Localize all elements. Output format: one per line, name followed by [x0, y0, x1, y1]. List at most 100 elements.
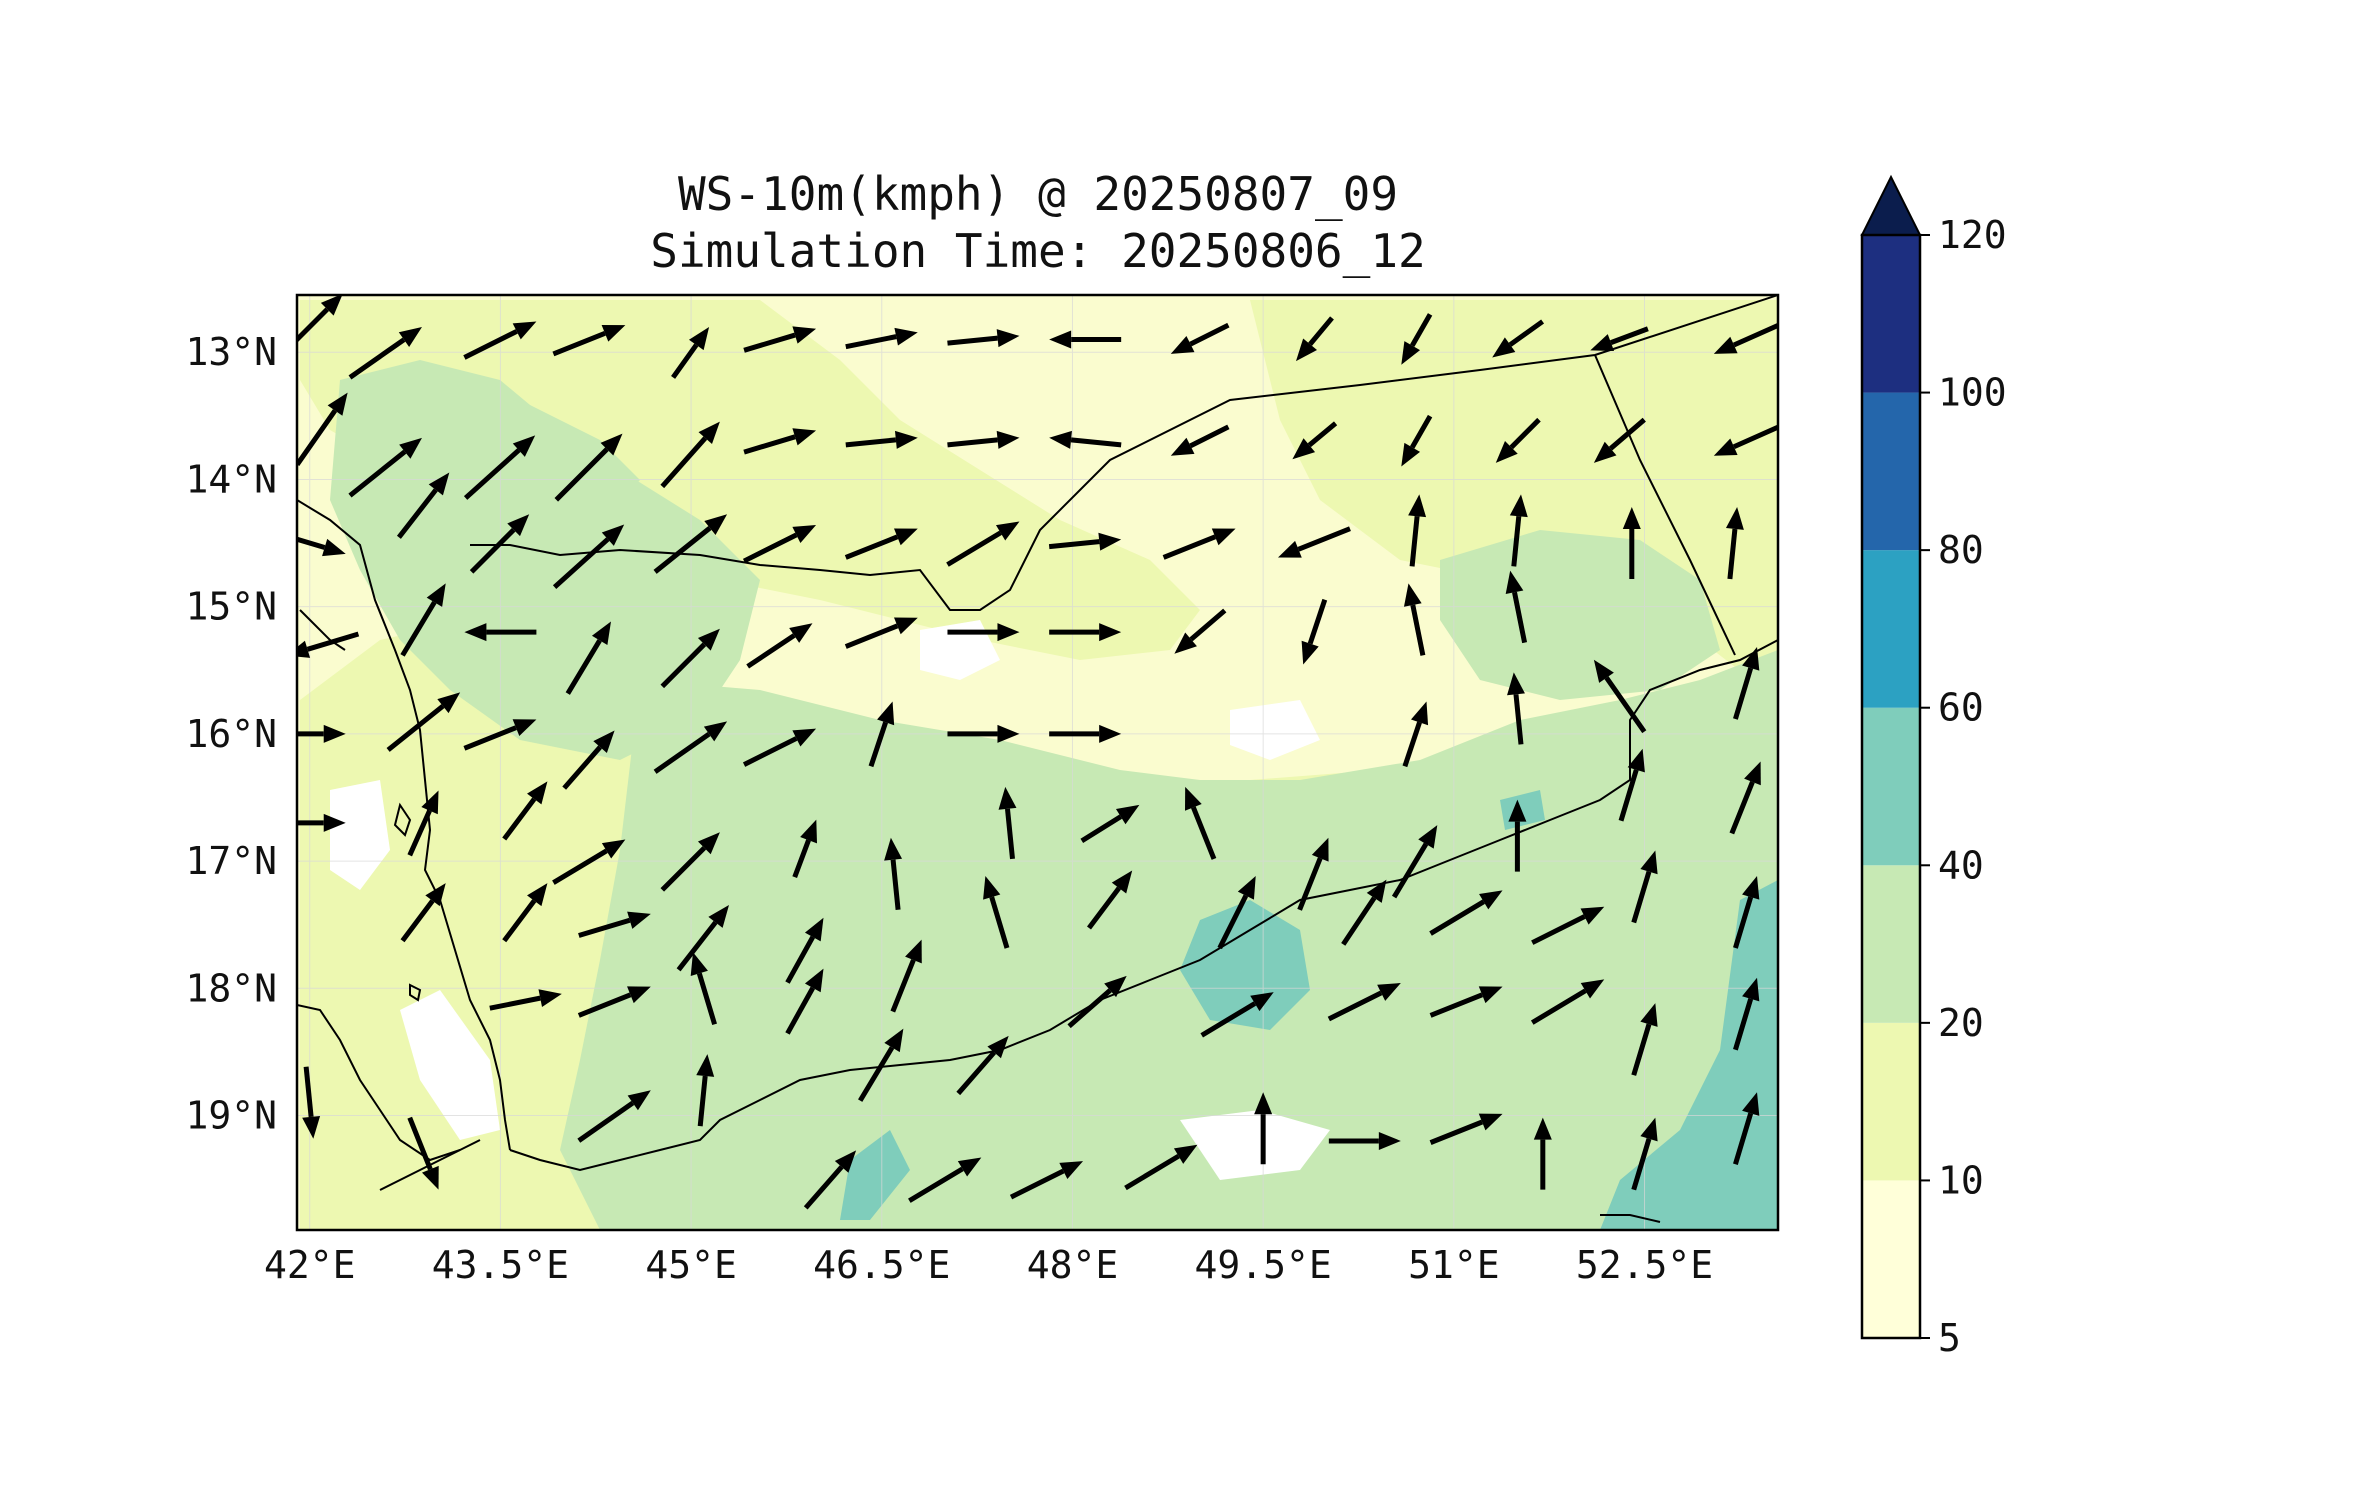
wind-arrow [1170, 424, 1230, 456]
wind-arrow [1429, 986, 1503, 1018]
wind-arrow [660, 421, 720, 489]
wind-arrow [947, 724, 1020, 743]
colorbar-label: 120 [1938, 213, 2007, 257]
wind-arrow [1403, 583, 1426, 656]
wind-arrow [1049, 724, 1122, 743]
wind-arrow [464, 623, 537, 642]
wind-arrow [1733, 1092, 1760, 1165]
wind-arrow [1531, 906, 1605, 945]
wind-vectors [297, 295, 1778, 1210]
colorbar-frame [1860, 233, 1922, 1340]
wind-arrow [743, 428, 817, 455]
eritrea-coast [297, 1004, 481, 1162]
wind-arrow [1049, 330, 1122, 349]
wind-arrow [1713, 322, 1778, 354]
wind-arrow [742, 728, 817, 767]
wind-arrow [1328, 1131, 1401, 1150]
x-axis: 42°E 43.5°E 45°E 46.5°E 48°E 49.5°E 51°E 52.5°E [264, 1243, 1713, 1287]
wind-arrow [407, 1116, 439, 1190]
wind-arrow [1733, 977, 1760, 1051]
wind-arrow [868, 701, 895, 768]
wind-arrow [676, 905, 729, 972]
wind-arrow [297, 813, 346, 832]
band-40-60-a [1180, 900, 1310, 1030]
colorbar-label: 20 [1938, 1001, 1984, 1045]
wind-arrow [1533, 1117, 1552, 1190]
colorbar-label: 10 [1938, 1158, 1984, 1202]
wind-arrow [1162, 528, 1236, 560]
x-tick-label: 48°E [1027, 1243, 1119, 1287]
wind-arrow [400, 583, 446, 657]
wind-arrow [552, 324, 626, 357]
wind-arrow [1631, 850, 1658, 924]
wind-arrow [983, 875, 1010, 949]
wind-arrow [908, 1157, 982, 1203]
band-40-60-d [840, 1130, 910, 1220]
x-tick-label: 42°E [264, 1243, 356, 1287]
wind-arrow [1733, 875, 1760, 949]
wind-arrow [785, 968, 824, 1035]
wind-arrow [947, 623, 1020, 642]
colorbar-label: 80 [1938, 528, 1984, 572]
wind-arrow [1505, 570, 1528, 644]
band-40-60-b [1600, 880, 1778, 1230]
y-tick-label: 18°N [185, 966, 277, 1010]
hanish-island [409, 983, 422, 1002]
wind-arrow [552, 839, 626, 885]
colorbar-label: 100 [1938, 371, 2007, 415]
wind-arrow [1170, 322, 1230, 354]
wind-arrow [690, 952, 717, 1026]
wind-arrow [844, 617, 918, 649]
colorbar-label: 5 [1938, 1316, 1961, 1360]
colorbar-label: 60 [1938, 686, 1984, 730]
wind-arrow [1408, 494, 1427, 567]
x-tick-label: 43.5°E [432, 1243, 569, 1287]
wind-arrow [407, 790, 439, 857]
wind-arrow [1217, 875, 1256, 950]
wind-arrow [1048, 532, 1122, 551]
band-20-40-west [330, 360, 760, 760]
wind-arrow [1124, 1144, 1198, 1191]
calm-patch-4 [1230, 700, 1320, 760]
socotra-fragment [1600, 1214, 1661, 1223]
map-frame [295, 293, 1780, 1232]
wind-arrow [1593, 659, 1647, 734]
wind-arrow [1049, 623, 1122, 642]
x-tick-label: 51°E [1408, 1243, 1500, 1287]
y-tick-label: 19°N [185, 1094, 277, 1138]
wind-arrow [653, 514, 728, 574]
colorbar-segment [1862, 1180, 1920, 1338]
red-sea-coast [297, 499, 511, 1151]
wind-arrow [660, 628, 720, 689]
wind-arrow [577, 986, 651, 1018]
wind-arrow [554, 433, 623, 502]
y-tick-label: 15°N [185, 585, 277, 629]
wind-arrow [1401, 414, 1433, 467]
wind-arrow [1009, 1161, 1084, 1200]
y-tick-label: 17°N [185, 839, 277, 883]
wind-arrow [785, 917, 824, 984]
chart-title: WS-10m(kmph) @ 20250807_09 [678, 167, 1398, 221]
map-panel [297, 295, 1778, 1230]
colorbar-segment [1862, 550, 1920, 708]
wind-arrow [302, 1066, 321, 1139]
wind-arrow [1086, 870, 1133, 930]
wind-arrow [1713, 424, 1778, 456]
saudi-yemen-border [470, 354, 1596, 611]
wind-arrow [1429, 890, 1503, 936]
band-20-40-north [420, 400, 640, 520]
wind-arrow [562, 730, 615, 790]
wind-arrow [1341, 879, 1387, 946]
x-tick-label: 49.5°E [1195, 1243, 1332, 1287]
wind-arrow [1200, 992, 1274, 1038]
wind-arrow [578, 911, 651, 938]
wind-arrow [1495, 417, 1541, 463]
colorbar-segment [1862, 392, 1920, 551]
calm-patch-5 [1180, 1110, 1330, 1180]
colorbar-segment [1862, 707, 1920, 866]
x-tick-label: 45°E [645, 1243, 737, 1287]
wind-arrow [1618, 748, 1645, 822]
y-tick-label: 16°N [185, 712, 277, 756]
wind-arrow [1184, 786, 1217, 860]
wind-arrow [1631, 1003, 1658, 1076]
